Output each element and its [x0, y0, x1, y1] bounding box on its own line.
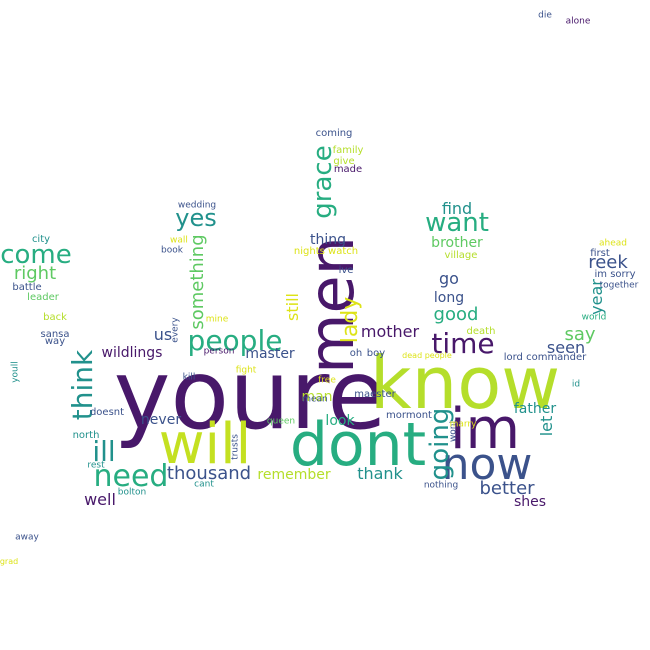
word-free: free	[318, 375, 336, 386]
word-death: death	[466, 326, 496, 337]
word-need: need	[93, 459, 169, 494]
word-family: family	[332, 145, 364, 156]
word-every: every	[170, 317, 181, 343]
word-leader: leader	[27, 292, 59, 303]
word-lady: lady	[338, 296, 363, 344]
word-father: father	[513, 401, 557, 417]
word-youre: youre	[113, 339, 387, 451]
word-shes: shes	[513, 494, 547, 510]
word-dont: dont	[289, 410, 427, 480]
word-person: person	[203, 346, 235, 357]
word-id: id	[571, 379, 581, 390]
word-im-sorry: im sorry	[594, 269, 636, 280]
word-sansa: sansa	[40, 329, 70, 340]
word-ive: ive	[338, 265, 354, 276]
word-time: time	[431, 327, 495, 360]
word-look: look	[325, 413, 355, 429]
word-doesnt: doesnt	[89, 407, 125, 418]
word-better: better	[479, 478, 535, 499]
word-go: go	[439, 269, 459, 288]
word-grad: grad	[0, 557, 19, 566]
word-wildlings: wildlings	[101, 345, 163, 361]
word-find: find	[441, 199, 473, 218]
word-us: us	[153, 325, 173, 344]
word-ahead: ahead	[599, 238, 627, 249]
word-now: now	[441, 439, 533, 490]
word-master: master	[245, 346, 295, 362]
word-never: never	[140, 412, 182, 428]
word-wedding: wedding	[177, 200, 217, 211]
word-well: well	[84, 490, 116, 509]
word-thing: thing	[309, 232, 347, 248]
word-long: long	[433, 290, 465, 306]
word-north: north	[72, 430, 100, 441]
word-good: good	[433, 304, 479, 325]
word-yes: yes	[175, 204, 217, 232]
word-ill: ill	[92, 435, 116, 468]
word-thank: thank	[357, 464, 403, 483]
word-fight: fight	[235, 365, 257, 376]
word-rest: rest	[87, 460, 105, 471]
word-still: still	[283, 293, 302, 321]
word-oh: oh	[349, 348, 363, 359]
word-man: man	[301, 389, 333, 405]
word-kill: kill	[182, 372, 196, 383]
word-battle: battle	[12, 282, 42, 293]
word-made: made	[333, 164, 363, 175]
word-mother: mother	[360, 322, 420, 341]
word-right: right	[13, 263, 57, 284]
word-queen: queen	[266, 416, 296, 427]
word-back: back	[43, 312, 67, 323]
word-give: give	[333, 156, 355, 167]
word-way: way	[44, 336, 66, 347]
word-cant: cant	[194, 479, 214, 490]
word-trusts: trusts	[230, 434, 241, 460]
word-seen: seen	[546, 338, 586, 357]
word-nothing: nothing	[423, 480, 459, 491]
word-coming: coming	[315, 128, 353, 139]
word-bolton: bolton	[117, 487, 147, 498]
word-die: die	[538, 10, 552, 21]
word-mine: mine	[205, 314, 229, 325]
word-brother: brother	[431, 235, 483, 251]
word-reek: reek	[588, 252, 628, 273]
word-something: something	[187, 234, 208, 330]
word-im: im	[449, 397, 521, 462]
word-book: book	[161, 245, 183, 256]
word-away: away	[15, 532, 39, 543]
word-people: people	[187, 324, 283, 357]
word-alone: alone	[565, 16, 591, 27]
word-let: let	[537, 415, 556, 437]
word-first: first	[590, 248, 610, 259]
word-youll: youll	[10, 361, 21, 383]
word-lord-commander: lord commander	[503, 352, 587, 363]
word-want: want	[425, 208, 489, 238]
word-dead-people: dead people	[402, 351, 452, 360]
word-wall: wall	[170, 235, 188, 246]
word-nights-watch: nights watch	[293, 246, 359, 257]
word-village: village	[444, 250, 478, 261]
word-mormont: mormont	[386, 410, 432, 421]
word-come: come	[0, 240, 72, 270]
word-remember: remember	[257, 467, 331, 483]
word-know: know	[369, 341, 561, 425]
word-will: will	[158, 412, 252, 477]
word-maester: maester	[354, 389, 396, 400]
word-grace: grace	[308, 145, 338, 219]
word-boy: boy	[366, 348, 386, 359]
word-marry: marry	[449, 419, 477, 430]
word-together: together	[599, 280, 639, 291]
word-city: city	[31, 234, 51, 245]
word-thousand: thousand	[166, 463, 252, 484]
word-mean: mean	[302, 394, 328, 405]
word-say: say	[564, 324, 596, 345]
word-world: world	[581, 312, 607, 323]
